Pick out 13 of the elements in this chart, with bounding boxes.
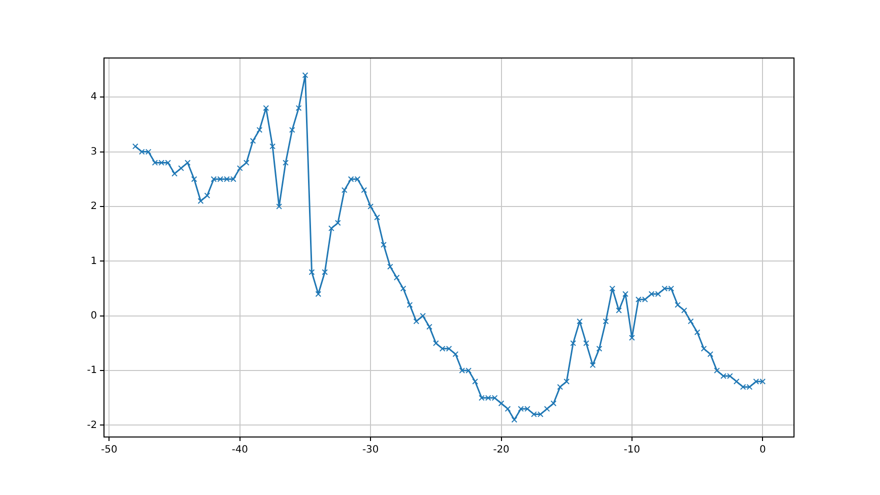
y-tick-label: 0 [90, 310, 97, 322]
y-tick-label: 4 [90, 92, 97, 103]
y-tick-label: 3 [90, 146, 97, 158]
x-tick-label: -40 [232, 444, 248, 456]
y-tick-label: 2 [90, 201, 97, 212]
x-tick-label: -10 [624, 444, 640, 456]
x-tick-label: -30 [362, 444, 379, 456]
x-tick-label: 0 [759, 444, 766, 456]
x-tick-label: -50 [101, 444, 118, 456]
y-tick-label: -2 [86, 420, 97, 431]
y-tick-label: 1 [90, 256, 97, 267]
x-tick-label: -20 [493, 444, 510, 456]
y-tick-label: -1 [86, 365, 97, 376]
